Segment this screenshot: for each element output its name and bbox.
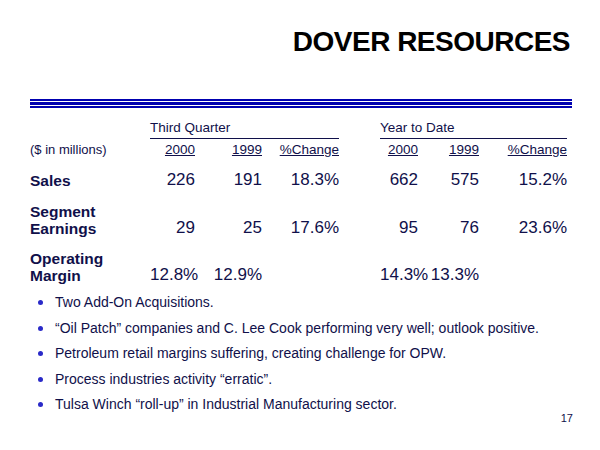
cell-value: 18.3%: [262, 170, 339, 189]
cell-value: 226: [150, 170, 195, 189]
bullet-item: Tulsa Winch “roll-up” in Industrial Manu…: [38, 396, 578, 413]
col-header-tq-1999: 1999: [195, 142, 262, 157]
cell-value: 12.8%: [150, 265, 195, 284]
slide-title: DOVER RESOURCES: [293, 26, 570, 58]
divider-line-middle: [30, 102, 572, 105]
cell-value: 25: [195, 218, 262, 237]
divider-line-bottom: [30, 106, 572, 108]
bullet-text: “Oil Patch” companies and C. Lee Cook pe…: [55, 320, 539, 337]
accent-divider-line: [30, 99, 572, 108]
bullet-icon: [38, 402, 43, 407]
bullet-icon: [38, 326, 43, 331]
group-header-third-quarter: Third Quarter: [150, 120, 339, 139]
table-row-sales: Sales 226 191 18.3% 662 575 15.2%: [30, 170, 572, 189]
group-header-year-to-date: Year to Date: [380, 120, 567, 139]
bullet-item: “Oil Patch” companies and C. Lee Cook pe…: [38, 320, 578, 337]
bullet-item: Process industries activity “erratic”.: [38, 371, 578, 388]
table-row-operating-margin: Operating Margin 12.8% 12.9% 14.3% 13.3%: [30, 250, 572, 284]
table-row-segment-earnings: Segment Earnings 29 25 17.6% 95 76 23.6%: [30, 203, 572, 237]
bullet-text: Petroleum retail margins suffering, crea…: [55, 345, 446, 362]
col-header-ytd-2000: 2000: [380, 142, 418, 157]
bullet-item: Petroleum retail margins suffering, crea…: [38, 345, 578, 362]
col-header-tq-2000: 2000: [150, 142, 195, 157]
page-number: 17: [561, 412, 573, 424]
col-header-ytd-change: %Change: [479, 142, 567, 157]
cell-value: 12.9%: [195, 265, 262, 284]
cell-value: 23.6%: [479, 218, 567, 237]
divider-line-top: [30, 99, 572, 101]
cell-value: 14.3%: [380, 265, 418, 284]
presentation-slide: DOVER RESOURCES Third Quarter Year to Da…: [0, 0, 600, 450]
cell-value: 76: [418, 218, 479, 237]
col-header-tq-change: %Change: [262, 142, 339, 157]
table-column-header-row: ($ in millions) 2000 1999 %Change 2000 1…: [30, 142, 572, 157]
bullet-icon: [38, 377, 43, 382]
units-label: ($ in millions): [30, 142, 150, 157]
bullet-list: Two Add-On Acquisitions. “Oil Patch” com…: [38, 294, 578, 422]
col-header-ytd-1999: 1999: [418, 142, 479, 157]
bullet-item: Two Add-On Acquisitions.: [38, 294, 578, 311]
financial-table: Third Quarter Year to Date ($ in million…: [30, 120, 572, 284]
bullet-icon: [38, 351, 43, 356]
cell-value: 17.6%: [262, 218, 339, 237]
row-label: Sales: [30, 172, 150, 189]
cell-value: 95: [380, 218, 418, 237]
table-group-header-row: Third Quarter Year to Date: [30, 120, 572, 139]
row-label: Segment Earnings: [30, 203, 150, 237]
cell-value: 29: [150, 218, 195, 237]
bullet-text: Process industries activity “erratic”.: [55, 371, 272, 388]
row-label: Operating Margin: [30, 250, 150, 284]
cell-value: 662: [380, 170, 418, 189]
bullet-text: Tulsa Winch “roll-up” in Industrial Manu…: [55, 396, 397, 413]
bullet-icon: [38, 300, 43, 305]
bullet-text: Two Add-On Acquisitions.: [55, 294, 214, 311]
cell-value: 15.2%: [479, 170, 567, 189]
cell-value: 575: [418, 170, 479, 189]
cell-value: 13.3%: [418, 265, 479, 284]
cell-value: 191: [195, 170, 262, 189]
